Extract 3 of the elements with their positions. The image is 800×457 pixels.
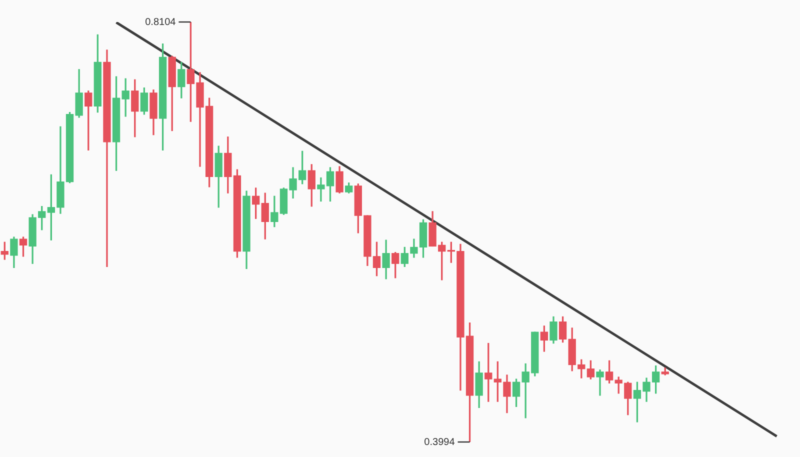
candlestick	[596, 370, 604, 396]
annotation: 0.8104	[145, 16, 176, 28]
annotation: 0.3994	[424, 436, 456, 448]
